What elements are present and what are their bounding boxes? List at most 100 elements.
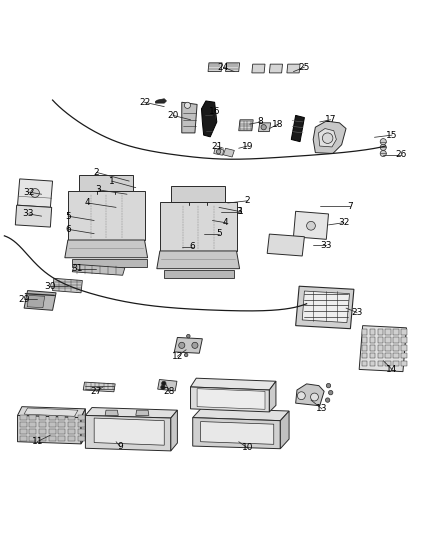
Text: 5: 5 bbox=[216, 229, 222, 238]
Circle shape bbox=[380, 150, 386, 157]
Circle shape bbox=[187, 334, 190, 338]
Polygon shape bbox=[155, 99, 166, 103]
Polygon shape bbox=[201, 101, 217, 137]
Circle shape bbox=[179, 342, 185, 349]
Circle shape bbox=[328, 391, 333, 395]
Polygon shape bbox=[72, 259, 147, 268]
Bar bbox=[68, 429, 75, 434]
Circle shape bbox=[216, 150, 221, 154]
Text: 28: 28 bbox=[163, 387, 174, 396]
Text: 17: 17 bbox=[325, 115, 336, 124]
Bar bbox=[401, 337, 407, 343]
Text: 7: 7 bbox=[347, 202, 353, 211]
Polygon shape bbox=[280, 411, 289, 449]
Text: 5: 5 bbox=[65, 212, 71, 221]
Text: 4: 4 bbox=[85, 198, 90, 207]
Polygon shape bbox=[94, 418, 164, 445]
Text: 1: 1 bbox=[238, 207, 244, 216]
Text: 2: 2 bbox=[245, 196, 250, 205]
Circle shape bbox=[192, 342, 198, 349]
Bar bbox=[39, 435, 46, 441]
Text: 27: 27 bbox=[91, 387, 102, 396]
Polygon shape bbox=[193, 418, 280, 449]
Polygon shape bbox=[53, 278, 82, 293]
Text: 33: 33 bbox=[321, 241, 332, 250]
Bar bbox=[29, 435, 36, 441]
Polygon shape bbox=[164, 270, 234, 278]
Bar bbox=[58, 429, 65, 434]
Circle shape bbox=[261, 125, 266, 130]
Bar bbox=[393, 329, 399, 335]
Polygon shape bbox=[158, 379, 177, 391]
Circle shape bbox=[307, 221, 315, 230]
Text: 32: 32 bbox=[338, 218, 350, 227]
Bar bbox=[385, 345, 391, 351]
Bar bbox=[393, 361, 399, 366]
Text: 10: 10 bbox=[242, 443, 253, 453]
Text: 29: 29 bbox=[18, 295, 30, 304]
Polygon shape bbox=[85, 415, 171, 451]
Polygon shape bbox=[81, 409, 85, 444]
Bar bbox=[20, 435, 27, 441]
Polygon shape bbox=[171, 410, 177, 451]
Polygon shape bbox=[267, 234, 304, 256]
Text: 25: 25 bbox=[299, 63, 310, 72]
Text: 13: 13 bbox=[316, 405, 328, 414]
Bar bbox=[401, 361, 407, 366]
Bar bbox=[362, 329, 367, 335]
Polygon shape bbox=[182, 102, 197, 133]
Circle shape bbox=[31, 189, 39, 197]
Circle shape bbox=[325, 398, 330, 402]
Polygon shape bbox=[85, 408, 177, 418]
Bar bbox=[78, 435, 85, 441]
Bar bbox=[370, 353, 375, 359]
Polygon shape bbox=[269, 64, 283, 73]
Polygon shape bbox=[72, 264, 125, 275]
Polygon shape bbox=[24, 290, 56, 310]
Bar bbox=[68, 422, 75, 427]
Text: 3: 3 bbox=[95, 185, 102, 195]
Text: 24: 24 bbox=[218, 63, 229, 72]
Bar bbox=[385, 329, 391, 335]
Circle shape bbox=[380, 139, 386, 145]
Polygon shape bbox=[18, 179, 53, 207]
Text: 3: 3 bbox=[236, 207, 242, 216]
Text: 30: 30 bbox=[45, 282, 56, 290]
Polygon shape bbox=[157, 251, 240, 269]
Text: 21: 21 bbox=[211, 142, 223, 150]
Text: 19: 19 bbox=[242, 142, 253, 150]
Polygon shape bbox=[83, 382, 115, 392]
Polygon shape bbox=[269, 381, 276, 412]
Polygon shape bbox=[68, 191, 145, 240]
Text: 23: 23 bbox=[351, 308, 363, 317]
Polygon shape bbox=[287, 64, 300, 73]
Bar bbox=[370, 345, 375, 351]
Polygon shape bbox=[18, 407, 85, 418]
Text: 15: 15 bbox=[386, 131, 398, 140]
Bar bbox=[393, 353, 399, 359]
Bar bbox=[362, 345, 367, 351]
Circle shape bbox=[322, 133, 333, 143]
Bar bbox=[39, 415, 46, 420]
Bar bbox=[385, 353, 391, 359]
Polygon shape bbox=[174, 337, 202, 353]
Text: 20: 20 bbox=[167, 111, 179, 120]
Text: 1: 1 bbox=[109, 176, 115, 185]
Polygon shape bbox=[136, 410, 149, 415]
Bar bbox=[385, 337, 391, 343]
Polygon shape bbox=[239, 120, 253, 131]
Bar bbox=[362, 337, 367, 343]
Polygon shape bbox=[318, 128, 336, 147]
Polygon shape bbox=[24, 408, 78, 416]
Polygon shape bbox=[258, 123, 271, 132]
Bar bbox=[58, 415, 65, 420]
Polygon shape bbox=[27, 295, 45, 308]
Polygon shape bbox=[79, 175, 133, 191]
Text: 16: 16 bbox=[209, 107, 220, 116]
Text: 12: 12 bbox=[172, 352, 183, 361]
Polygon shape bbox=[15, 205, 52, 227]
Bar bbox=[370, 337, 375, 343]
Polygon shape bbox=[208, 63, 222, 71]
Bar bbox=[401, 329, 407, 335]
Bar bbox=[78, 429, 85, 434]
